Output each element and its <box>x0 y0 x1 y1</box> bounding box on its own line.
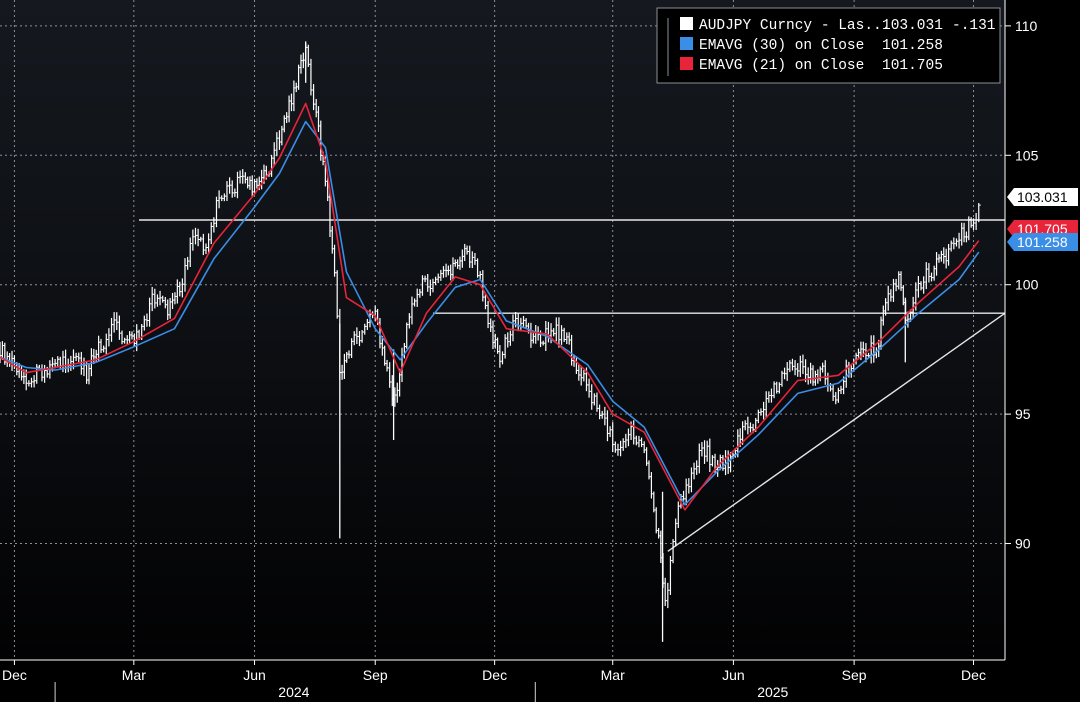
ytick-label: 110 <box>1015 18 1038 34</box>
plot-background <box>0 0 1005 660</box>
legend-frame <box>656 7 1001 84</box>
xtick-label: Jun <box>722 667 745 683</box>
grid <box>0 0 1005 660</box>
xtick-label: Dec <box>482 667 507 683</box>
legend-swatch <box>680 37 693 50</box>
legend-series-change: -.131 <box>952 18 996 34</box>
legend-box: AUDJPY Curncy - Las...103.031 -.131 EMAVG … <box>656 7 1001 84</box>
price-bars-group <box>0 41 981 642</box>
price-value-tag: 103.031 <box>1007 188 1078 206</box>
xtick-label: Mar <box>122 667 146 683</box>
legend: AUDJPY Curncy - Las...103.031 -.131 EMAVG … <box>656 7 1001 84</box>
annotations <box>139 219 1005 552</box>
ema30-value-tag: 101.258 <box>1007 233 1078 251</box>
trendline <box>667 312 1005 552</box>
value-tag-shape <box>1007 233 1078 251</box>
legend-swatch <box>680 17 693 30</box>
legend-swatch <box>680 57 693 70</box>
ytick-label: 100 <box>1015 277 1039 293</box>
legend-series-value: 101.258 <box>882 38 943 54</box>
xtick-label: Jun <box>243 667 266 683</box>
legend-series-value: 101.705 <box>882 58 943 74</box>
xtick-label: Dec <box>961 667 986 683</box>
ytick-label: 90 <box>1015 536 1031 552</box>
value-tag-shape <box>1007 188 1078 206</box>
year-label: 2025 <box>757 684 788 700</box>
series-layer <box>0 41 981 642</box>
year-label: 2024 <box>278 684 309 700</box>
ytick-label: 95 <box>1015 406 1031 422</box>
series-line-emavg-21 <box>0 102 980 511</box>
ytick-label: 105 <box>1015 147 1039 163</box>
series-line-emavg-30 <box>0 120 980 506</box>
xtick-label: Mar <box>601 667 625 683</box>
value-tag-label: 101.258 <box>1017 234 1068 250</box>
legend-series-value: 103.031 <box>882 18 943 34</box>
legend-series-name: AUDJPY Curncy - Las... <box>699 18 890 34</box>
axes: 90 95 100 105 110 Dec Mar Jun Sep Dec Mar Jun Sep Dec… <box>0 0 1039 702</box>
xtick-label: Sep <box>842 667 867 683</box>
xtick-label: Sep <box>363 667 388 683</box>
legend-series-name: EMAVG (30) on Close <box>699 38 864 54</box>
value-tag-label: 103.031 <box>1017 189 1068 205</box>
legend-series-name: EMAVG (21) on Close <box>699 58 864 74</box>
xtick-label: Dec <box>2 667 27 683</box>
